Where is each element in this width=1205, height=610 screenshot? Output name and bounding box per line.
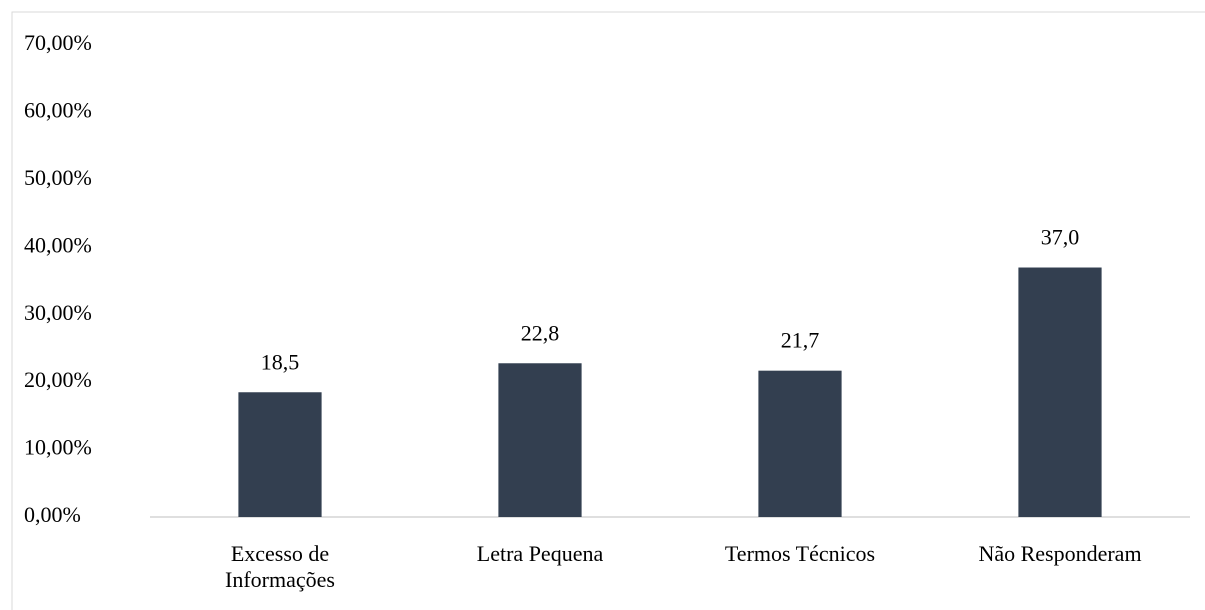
data-label: 18,5	[261, 349, 300, 374]
data-label: 37,0	[1041, 225, 1080, 250]
y-tick-label: 50,00%	[24, 165, 92, 190]
y-tick-label: 40,00%	[24, 232, 92, 257]
bar	[758, 370, 842, 517]
x-tick-label: Termos Técnicos	[724, 541, 876, 566]
bar	[238, 392, 322, 517]
bar	[498, 363, 582, 517]
y-tick-label: 30,00%	[24, 300, 92, 325]
data-label: 21,7	[781, 328, 820, 353]
y-tick-label: 70,00%	[24, 30, 92, 55]
chart-border	[11, 11, 1205, 610]
y-tick-label: 10,00%	[24, 435, 92, 460]
y-tick-label: 60,00%	[24, 97, 92, 122]
y-tick-label: 0,00%	[24, 502, 81, 527]
y-tick-label: 20,00%	[24, 367, 92, 392]
x-tick-label: Excesso de Informações	[225, 541, 335, 592]
x-tick-label: Letra Pequena	[476, 541, 604, 566]
x-tick-label: Não Responderam	[978, 541, 1142, 566]
bar	[1018, 267, 1102, 517]
data-label: 22,8	[521, 320, 560, 345]
